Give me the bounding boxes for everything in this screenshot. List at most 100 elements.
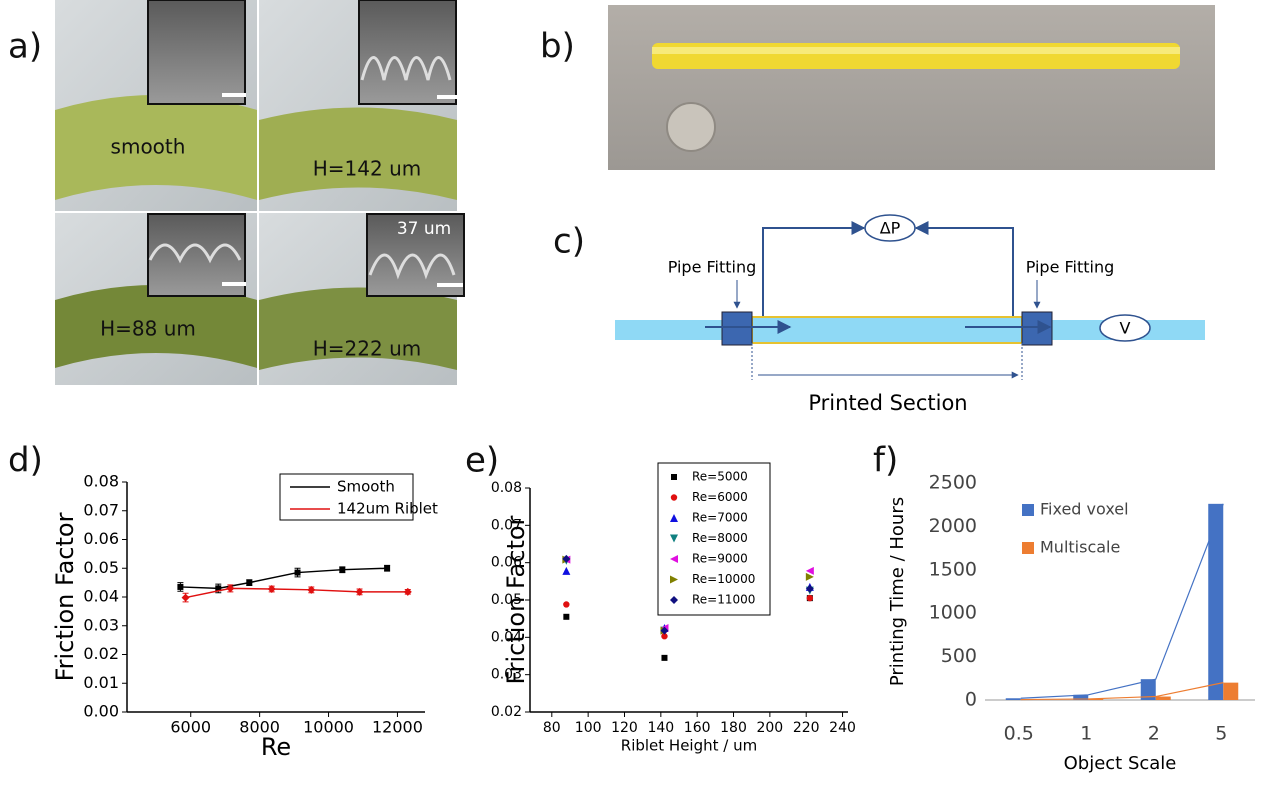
y-tick-label: 0.08 [83, 472, 119, 491]
x-tick-label: 12000 [372, 718, 423, 737]
bar [1223, 682, 1239, 700]
fitting-label: Pipe Fitting [668, 258, 757, 277]
marker [563, 613, 570, 620]
y-tick-label: 0.02 [491, 704, 522, 720]
trend-line [1020, 503, 1224, 699]
panel-label: f) [873, 441, 898, 481]
y-tick-label: 1000 [929, 602, 977, 624]
marker [294, 569, 301, 576]
x-tick-label: 0.5 [1004, 723, 1034, 745]
marker [670, 534, 678, 543]
y-tick-label: 500 [941, 645, 977, 667]
marker [661, 633, 668, 640]
marker [661, 654, 668, 661]
panel-b-photo [608, 5, 1215, 170]
x-tick-label: 180 [720, 720, 747, 736]
y-tick-label: 2500 [929, 472, 977, 494]
x-tick-label: 240 [829, 720, 856, 736]
y-tick-label: 0.03 [83, 615, 119, 634]
marker [805, 566, 814, 575]
x-tick-label: 100 [575, 720, 602, 736]
legend-label: Re=9000 [692, 552, 748, 566]
bar [1088, 698, 1104, 700]
x-tick-label: 8000 [239, 718, 280, 737]
velocity-label: V [1120, 319, 1131, 338]
marker [384, 565, 391, 572]
y-tick-label: 0.04 [491, 629, 522, 645]
legend-box [657, 462, 771, 616]
y-tick-label: 0.00 [83, 702, 119, 721]
y-tick-label: 0.04 [83, 587, 119, 606]
sample-label: H=142 um [313, 157, 422, 181]
marker [671, 474, 677, 480]
marker [670, 555, 678, 563]
marker [403, 587, 412, 596]
y-tick-label: 0.03 [491, 667, 522, 683]
marker [670, 514, 678, 522]
fitting-label: Pipe Fitting [1026, 258, 1115, 277]
dimension-label: 37 um [397, 219, 451, 239]
y-axis-label: Friction Factor [502, 515, 530, 684]
x-axis-label: Riblet Height / um [621, 737, 757, 755]
x-axis-label: Re [261, 733, 291, 761]
panel-label: e) [465, 441, 499, 481]
x-tick-label: 220 [793, 720, 820, 736]
section-label: Printed Section [808, 391, 967, 415]
panel-c-diagram: ΔP V Pipe Fitting Pipe Fitting Printed S… [615, 214, 1205, 415]
marker [215, 585, 222, 592]
line [185, 587, 408, 599]
legend-swatch [1022, 542, 1034, 554]
bar [1208, 503, 1224, 700]
x-tick-label: 2 [1148, 723, 1160, 745]
x-tick-label: 80 [543, 720, 561, 736]
legend-label: Re=6000 [692, 490, 748, 504]
bar [1073, 694, 1089, 700]
marker [562, 554, 571, 563]
y-axis-label: Printing Time / Hours [887, 497, 908, 686]
sample-label: smooth [111, 135, 186, 159]
y-tick-label: 0.06 [83, 529, 119, 548]
y-tick-label: 0.02 [83, 644, 119, 663]
y-axis-label: Friction Factor [51, 512, 79, 681]
legend-label: Re=11000 [692, 593, 755, 607]
marker [670, 494, 678, 501]
marker [181, 593, 190, 602]
x-tick-label: 160 [684, 720, 711, 736]
trend-line [1020, 682, 1224, 701]
panel-a-images: 37 um [55, 0, 466, 385]
y-tick-label: 0.07 [491, 517, 522, 533]
legend-label: Re=7000 [692, 511, 748, 525]
bar [1005, 698, 1021, 700]
y-tick-label: 0.07 [83, 500, 119, 519]
legend-swatch [1022, 504, 1034, 516]
legend-label: Smooth [337, 478, 395, 496]
legend-label: 142um Riblet [337, 500, 438, 518]
legend-label: Re=10000 [692, 572, 755, 586]
y-tick-label: 0.08 [491, 480, 522, 496]
x-tick-label: 6000 [170, 718, 211, 737]
legend-label: Multiscale [1040, 538, 1120, 557]
x-tick-label: 5 [1215, 723, 1227, 745]
x-axis-label: Object Scale [1064, 753, 1177, 774]
marker [670, 575, 678, 584]
marker [562, 566, 571, 575]
marker [805, 584, 814, 593]
sample-label: H=222 um [313, 337, 422, 361]
y-tick-label: 2000 [929, 515, 977, 537]
bar [1155, 696, 1171, 700]
marker [670, 596, 678, 604]
line [180, 567, 388, 590]
panel-label: b) [540, 27, 575, 67]
y-tick-label: 0.05 [83, 558, 119, 577]
marker [355, 587, 364, 596]
sample-label: H=88 um [100, 317, 196, 341]
x-tick-label: 1 [1080, 723, 1092, 745]
bar [1140, 679, 1156, 700]
x-tick-label: 10000 [303, 718, 354, 737]
y-tick-label: 0.01 [83, 673, 119, 692]
legend-box [279, 473, 414, 521]
y-tick-label: 0 [965, 689, 977, 711]
marker [246, 579, 253, 586]
marker [805, 572, 814, 581]
